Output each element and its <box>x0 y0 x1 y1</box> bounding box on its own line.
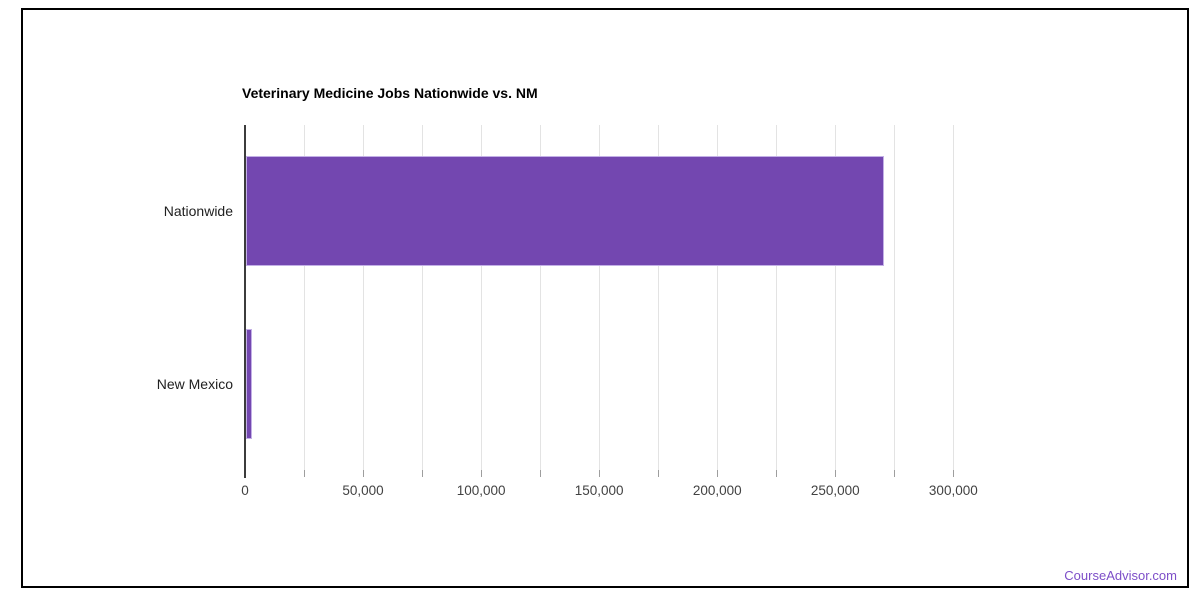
y-axis-line <box>244 125 246 478</box>
gridline <box>599 125 601 470</box>
category-label: New Mexico <box>156 375 233 392</box>
gridline <box>304 125 306 470</box>
chart-title: Veterinary Medicine Jobs Nationwide vs. … <box>242 85 538 101</box>
gridline <box>717 125 719 470</box>
axis-tick <box>953 470 955 477</box>
axis-tick <box>304 470 306 477</box>
axis-tick <box>894 470 896 477</box>
axis-tick <box>658 470 660 477</box>
gridline <box>894 125 896 470</box>
axis-tick <box>422 470 424 477</box>
axis-tick <box>363 470 365 477</box>
x-tick-label: 300,000 <box>928 483 978 498</box>
gridline <box>953 125 955 470</box>
bar-new-mexico[interactable] <box>246 328 252 439</box>
category-label: Nationwide <box>163 203 233 220</box>
x-tick-label: 0 <box>241 483 249 498</box>
gridline <box>363 125 365 470</box>
gridline <box>481 125 483 470</box>
x-tick-label: 100,000 <box>456 483 506 498</box>
axis-tick <box>481 470 483 477</box>
gridline <box>835 125 837 470</box>
axis-tick <box>835 470 837 477</box>
axis-tick <box>599 470 601 477</box>
axis-tick <box>776 470 778 477</box>
bar-nationwide[interactable] <box>246 156 884 267</box>
x-tick-label: 250,000 <box>810 483 860 498</box>
axis-tick <box>540 470 542 477</box>
gridline <box>540 125 542 470</box>
gridline <box>658 125 660 470</box>
x-tick-label: 50,000 <box>342 483 384 498</box>
gridline <box>776 125 778 470</box>
gridline <box>422 125 424 470</box>
courseadvisor-link[interactable]: CourseAdvisor.com <box>1064 568 1177 583</box>
x-tick-label: 200,000 <box>692 483 742 498</box>
axis-tick <box>717 470 719 477</box>
x-tick-label: 150,000 <box>574 483 624 498</box>
